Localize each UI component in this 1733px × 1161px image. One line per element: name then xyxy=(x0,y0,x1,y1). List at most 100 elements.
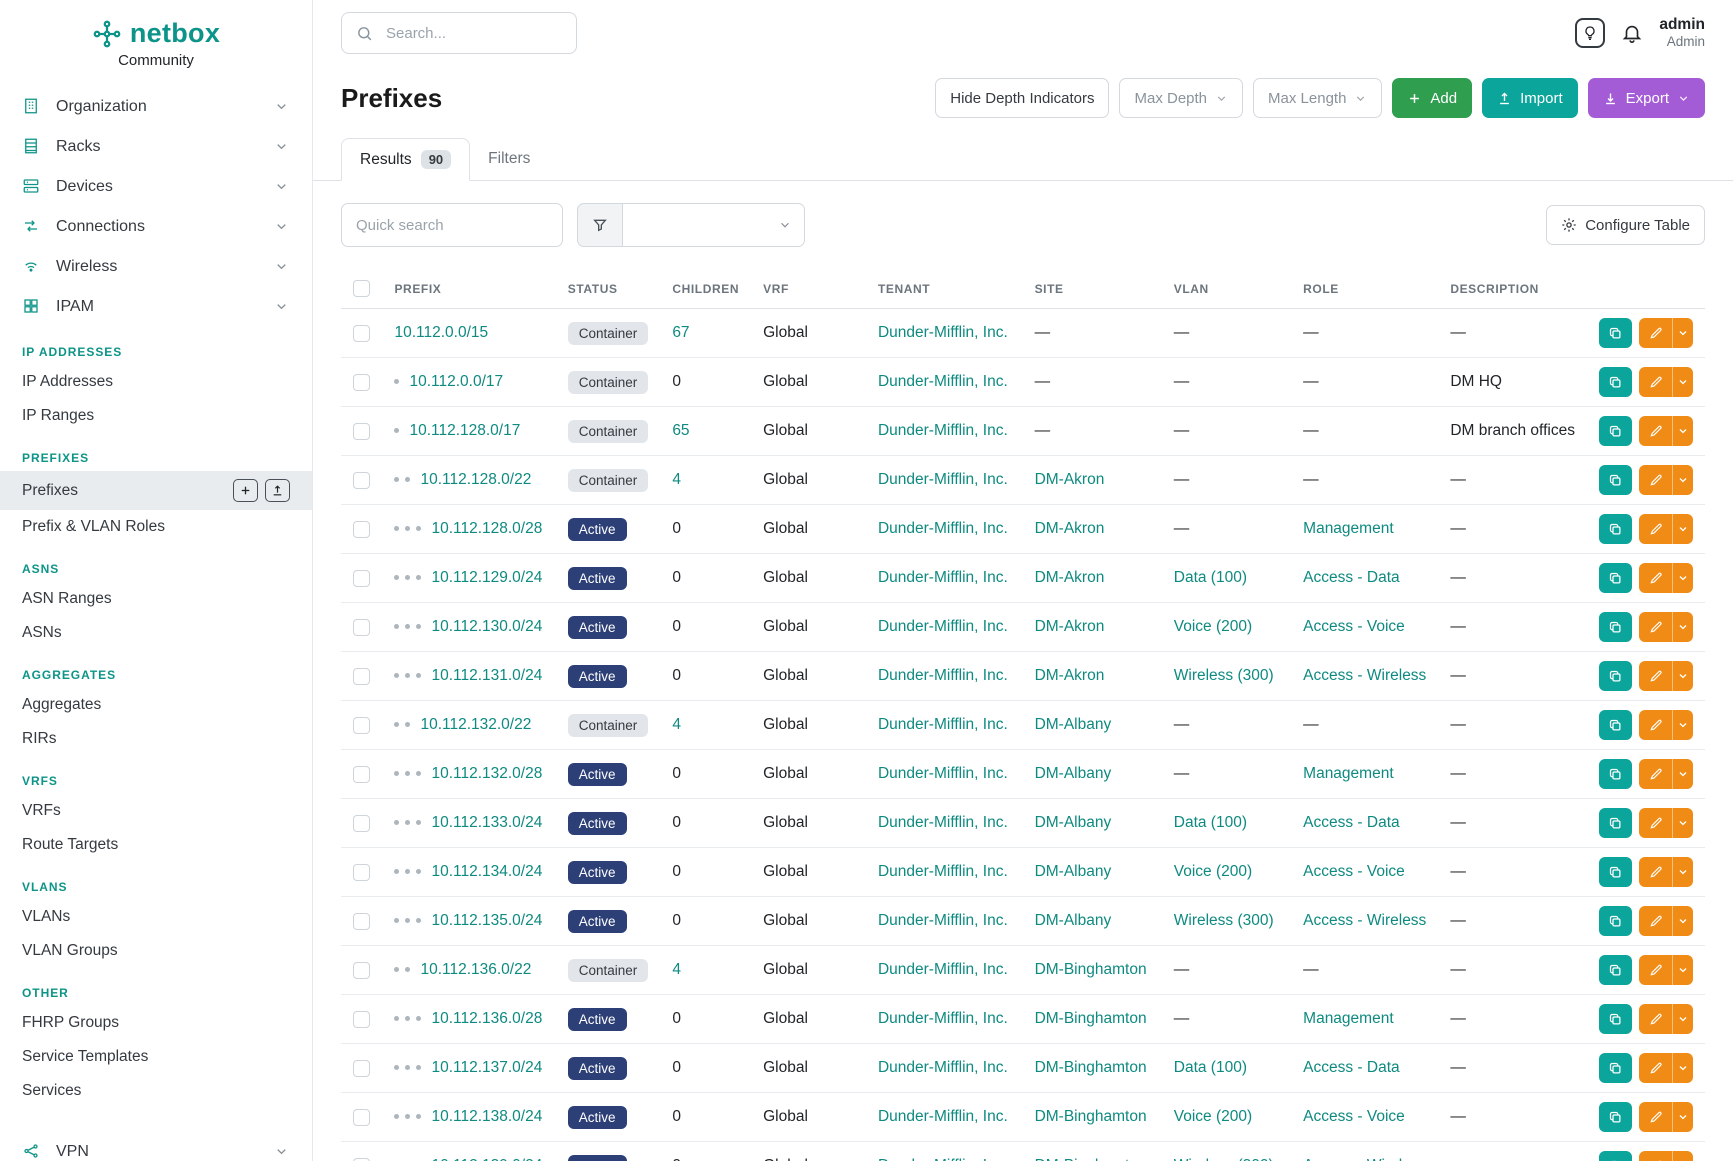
hide-depth-indicators-button[interactable]: Hide Depth Indicators xyxy=(935,78,1110,118)
saved-filter-select[interactable] xyxy=(623,203,805,247)
edit-button[interactable] xyxy=(1639,710,1672,740)
clone-button[interactable] xyxy=(1599,318,1632,348)
edit-button[interactable] xyxy=(1639,955,1672,985)
clone-button[interactable] xyxy=(1599,1053,1632,1083)
row-checkbox[interactable] xyxy=(353,1059,370,1077)
clone-button[interactable] xyxy=(1599,808,1632,838)
sidebar-item-vpn[interactable]: VPN xyxy=(0,1132,312,1161)
sidebar-item-connections[interactable]: Connections xyxy=(0,207,312,247)
import-button[interactable]: Import xyxy=(1482,78,1578,118)
site-link[interactable]: DM-Akron xyxy=(1034,520,1105,537)
sidebar-item-organization[interactable]: Organization xyxy=(0,87,312,127)
prefix-link[interactable]: 10.112.136.0/28 xyxy=(431,1010,543,1027)
vlan-link[interactable]: Wireless (300) xyxy=(1173,667,1274,684)
tenant-link[interactable]: Dunder-Mifflin, Inc. xyxy=(877,912,1008,929)
row-checkbox[interactable] xyxy=(353,1010,370,1028)
edit-dropdown-button[interactable] xyxy=(1672,759,1693,789)
sidebar-item-fhrp-groups[interactable]: FHRP Groups xyxy=(0,1006,312,1040)
prefix-link[interactable]: 10.112.137.0/24 xyxy=(431,1059,543,1076)
role-link[interactable]: Access - Voice xyxy=(1303,1108,1405,1125)
role-link[interactable]: Access - Wireless xyxy=(1303,1157,1426,1161)
site-link[interactable]: DM-Albany xyxy=(1034,912,1112,929)
sidebar-item-vlan-groups[interactable]: VLAN Groups xyxy=(0,934,312,968)
tenant-link[interactable]: Dunder-Mifflin, Inc. xyxy=(877,520,1008,537)
edit-dropdown-button[interactable] xyxy=(1672,416,1693,446)
tenant-link[interactable]: Dunder-Mifflin, Inc. xyxy=(877,814,1008,831)
edit-button[interactable] xyxy=(1639,759,1672,789)
clone-button[interactable] xyxy=(1599,367,1632,397)
sidebar-item-asns[interactable]: ASNs xyxy=(0,616,312,650)
site-link[interactable]: DM-Albany xyxy=(1034,814,1112,831)
edit-button[interactable] xyxy=(1639,612,1672,642)
edit-dropdown-button[interactable] xyxy=(1672,318,1693,348)
prefix-link[interactable]: 10.112.132.0/22 xyxy=(420,716,532,733)
sidebar-item-prefixes[interactable]: Prefixes xyxy=(0,471,312,510)
prefix-link[interactable]: 10.112.130.0/24 xyxy=(431,618,543,635)
quick-search-input[interactable] xyxy=(341,203,563,247)
tenant-link[interactable]: Dunder-Mifflin, Inc. xyxy=(877,618,1008,635)
prefix-link[interactable]: 10.112.136.0/22 xyxy=(420,961,532,978)
edit-button[interactable] xyxy=(1639,563,1672,593)
role-link[interactable]: Access - Voice xyxy=(1303,618,1405,635)
sidebar-item-route-targets[interactable]: Route Targets xyxy=(0,828,312,862)
sidebar-item-wireless[interactable]: Wireless xyxy=(0,247,312,287)
vlan-link[interactable]: Wireless (300) xyxy=(1174,1157,1274,1161)
max-depth-dropdown[interactable]: Max Depth xyxy=(1119,78,1244,118)
row-checkbox[interactable] xyxy=(353,814,370,832)
notifications-button[interactable] xyxy=(1621,22,1643,44)
site-link[interactable]: DM-Albany xyxy=(1034,765,1112,782)
row-checkbox[interactable] xyxy=(353,765,370,783)
edit-button[interactable] xyxy=(1639,1151,1672,1161)
role-link[interactable]: Access - Wireless xyxy=(1303,912,1427,929)
max-length-dropdown[interactable]: Max Length xyxy=(1253,78,1383,118)
clone-button[interactable] xyxy=(1599,857,1632,887)
edit-button[interactable] xyxy=(1639,416,1672,446)
prefix-link[interactable]: 10.112.131.0/24 xyxy=(431,667,543,684)
children-count-link[interactable]: 4 xyxy=(672,961,681,978)
prefix-link[interactable]: 10.112.138.0/24 xyxy=(431,1108,543,1125)
row-checkbox[interactable] xyxy=(353,471,370,489)
select-all-checkbox[interactable] xyxy=(353,280,370,297)
children-count-link[interactable]: 4 xyxy=(672,471,681,488)
clone-button[interactable] xyxy=(1599,1151,1632,1161)
role-link[interactable]: Management xyxy=(1303,520,1394,537)
edit-dropdown-button[interactable] xyxy=(1672,1053,1693,1083)
site-link[interactable]: DM-Binghamton xyxy=(1035,1157,1147,1161)
site-link[interactable]: DM-Binghamton xyxy=(1034,961,1147,978)
prefix-link[interactable]: 10.112.135.0/24 xyxy=(431,912,543,929)
clone-button[interactable] xyxy=(1599,955,1632,985)
sidebar-item-rirs[interactable]: RIRs xyxy=(0,722,312,756)
row-checkbox[interactable] xyxy=(353,667,370,685)
tenant-link[interactable]: Dunder-Mifflin, Inc. xyxy=(877,667,1008,684)
children-count-link[interactable]: 67 xyxy=(672,324,690,341)
sidebar-item-vrfs[interactable]: VRFs xyxy=(0,794,312,828)
tenant-link[interactable]: Dunder-Mifflin, Inc. xyxy=(877,1010,1008,1027)
prefix-link[interactable]: 10.112.134.0/24 xyxy=(431,863,543,880)
edit-button[interactable] xyxy=(1639,661,1672,691)
edit-dropdown-button[interactable] xyxy=(1672,710,1693,740)
prefix-link[interactable]: 10.112.139.0/24 xyxy=(431,1157,542,1161)
edit-button[interactable] xyxy=(1639,906,1672,936)
vlan-link[interactable]: Data (100) xyxy=(1173,814,1247,831)
role-link[interactable]: Management xyxy=(1303,1010,1394,1027)
clone-button[interactable] xyxy=(1599,416,1632,446)
tenant-link[interactable]: Dunder-Mifflin, Inc. xyxy=(877,961,1008,978)
site-link[interactable]: DM-Binghamton xyxy=(1034,1108,1147,1125)
sidebar-item-ipam[interactable]: IPAM xyxy=(0,287,312,327)
row-checkbox[interactable] xyxy=(353,1108,370,1126)
edit-dropdown-button[interactable] xyxy=(1672,367,1693,397)
clone-button[interactable] xyxy=(1599,906,1632,936)
tenant-link[interactable]: Dunder-Mifflin, Inc. xyxy=(877,324,1008,341)
theme-toggle-button[interactable] xyxy=(1575,18,1606,48)
vlan-link[interactable]: Data (100) xyxy=(1173,1059,1247,1076)
role-link[interactable]: Access - Wireless xyxy=(1303,667,1427,684)
site-link[interactable]: DM-Binghamton xyxy=(1034,1059,1147,1076)
site-link[interactable]: DM-Albany xyxy=(1034,716,1112,733)
site-link[interactable]: DM-Binghamton xyxy=(1034,1010,1147,1027)
edit-dropdown-button[interactable] xyxy=(1672,1004,1693,1034)
row-checkbox[interactable] xyxy=(353,422,370,440)
tenant-link[interactable]: Dunder-Mifflin, Inc. xyxy=(877,863,1008,880)
row-checkbox[interactable] xyxy=(353,618,370,636)
role-link[interactable]: Access - Data xyxy=(1303,569,1400,586)
role-link[interactable]: Access - Voice xyxy=(1303,863,1405,880)
